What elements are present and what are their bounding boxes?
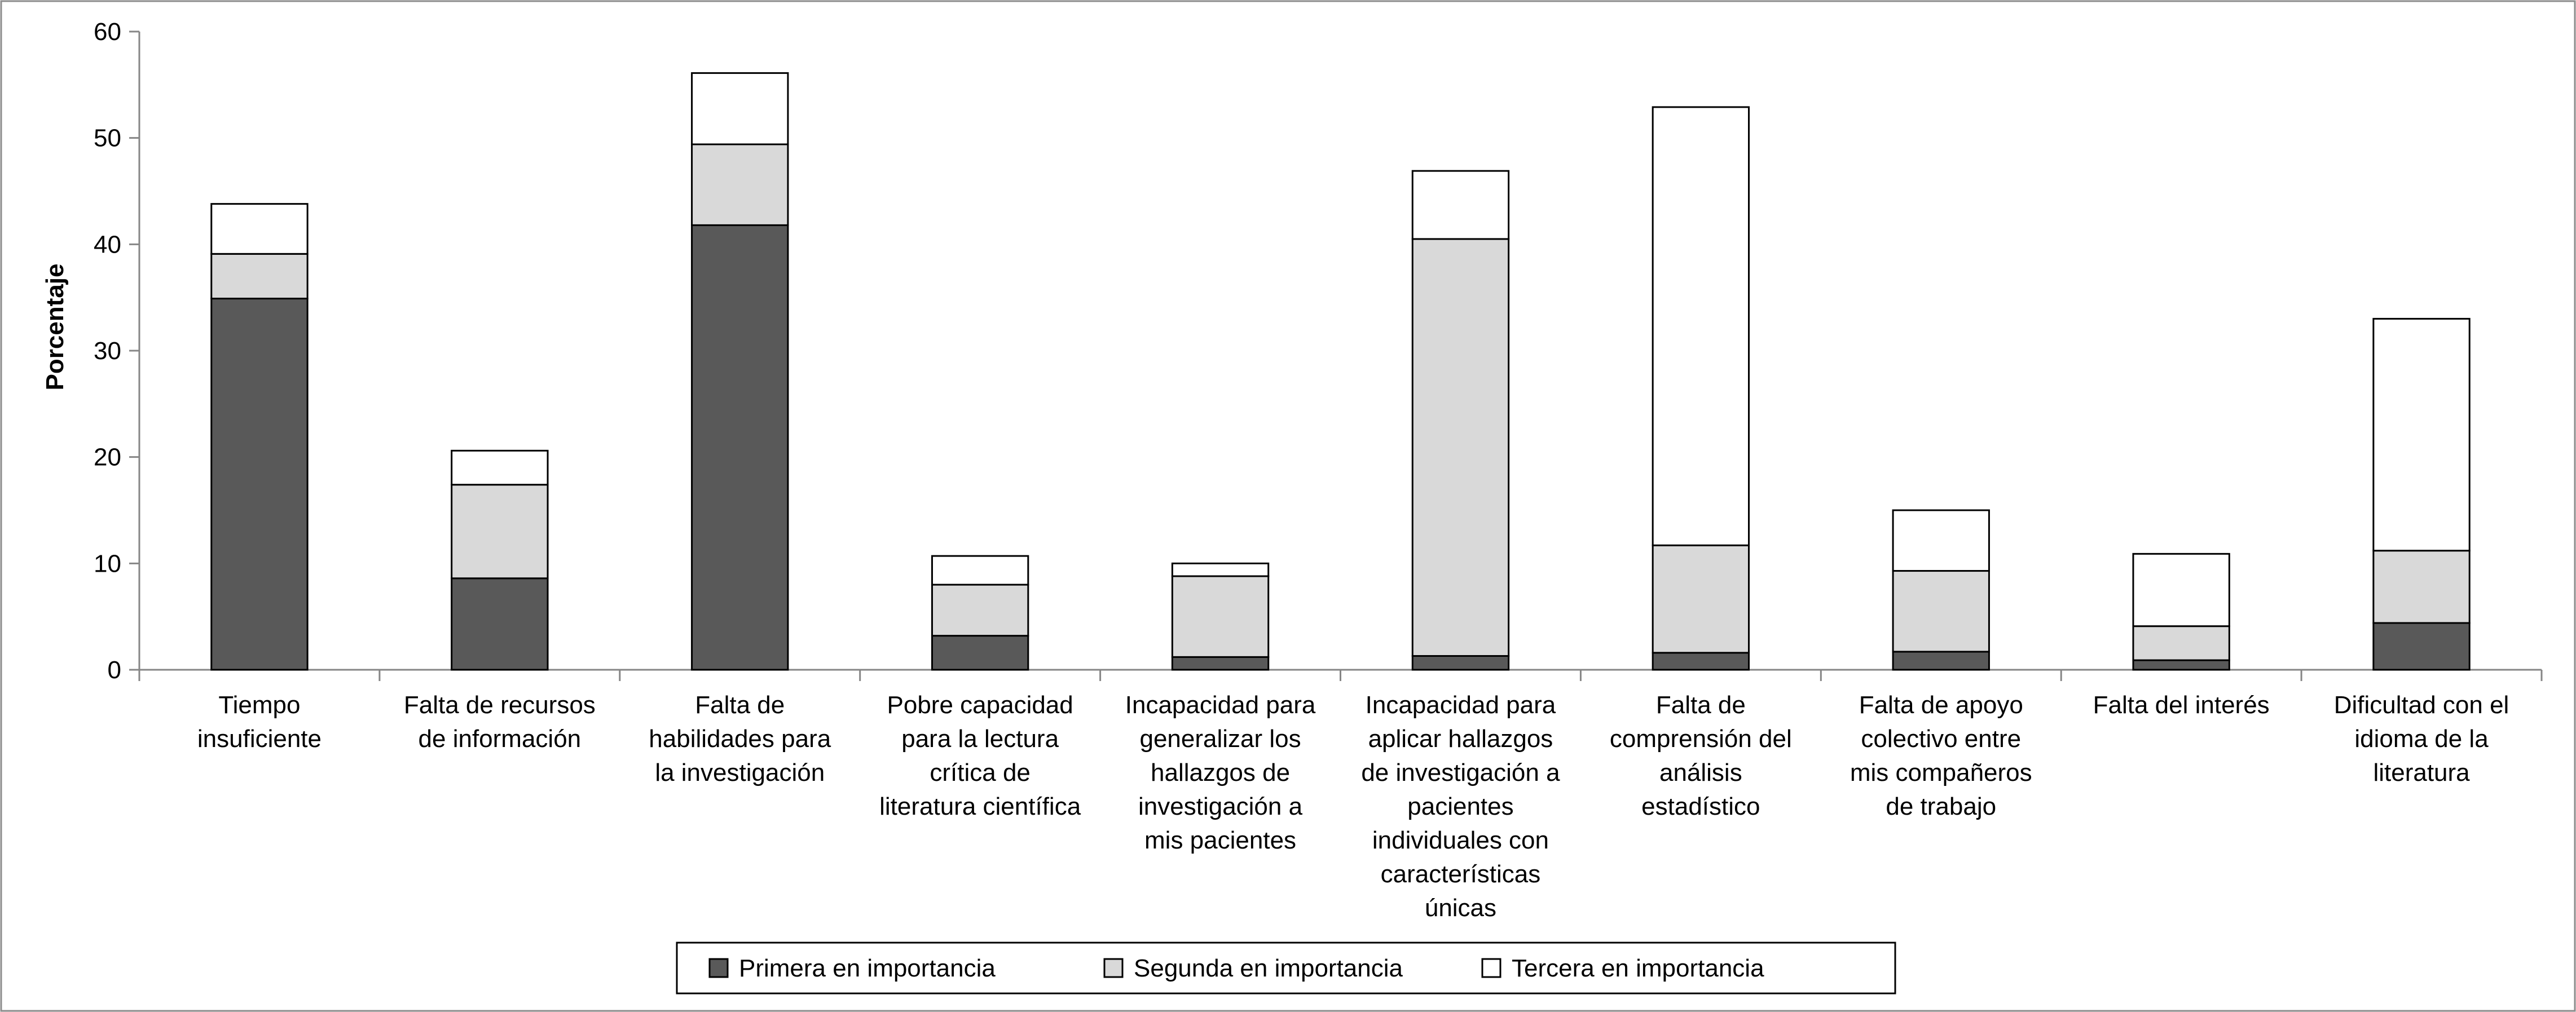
x-category-label: literatura científica <box>879 793 1081 820</box>
bar-segment-2 <box>1892 570 1990 653</box>
x-category-label: crítica de <box>930 759 1031 786</box>
y-axis-title: Porcentaje <box>41 264 69 391</box>
x-category-label: Falta de apoyo <box>1859 691 2023 719</box>
bar-segment-2 <box>1411 238 1510 657</box>
y-tick-label: 50 <box>94 125 121 152</box>
bar-segment-3 <box>2372 317 2471 552</box>
bar-segment-2 <box>2132 625 2230 661</box>
y-tick-label: 40 <box>94 231 121 258</box>
x-category-label: Falta de <box>695 691 785 719</box>
x-category-label: de trabajo <box>1886 793 1996 820</box>
x-category-label: Falta de <box>1656 691 1746 719</box>
bar-segment-2 <box>2372 550 2471 624</box>
legend-label-1: Primera en importancia <box>739 954 996 982</box>
bar-segment-1 <box>1652 652 1750 671</box>
bar-segment-3 <box>691 72 789 145</box>
bar-segment-2 <box>210 253 309 300</box>
x-category-label: idioma de la <box>2354 725 2489 753</box>
x-category-label: Dificultad con el <box>2334 691 2509 719</box>
bar-segment-3 <box>931 555 1029 586</box>
legend: Primera en importancia Segunda en importa… <box>676 942 1896 995</box>
bar-segment-1 <box>1171 656 1270 671</box>
legend-label-3: Tercera en importancia <box>1512 954 1764 982</box>
bar-segment-3 <box>210 203 309 255</box>
x-category-label: individuales con <box>1372 827 1549 854</box>
bar-segment-3 <box>1652 106 1750 546</box>
x-category-label: estadístico <box>1641 793 1760 820</box>
x-category-label: habilidades para <box>649 725 831 753</box>
bar-segment-1 <box>2372 622 2471 671</box>
x-category-label: Falta de recursos <box>404 691 596 719</box>
x-category-label: Falta del interés <box>2093 691 2270 719</box>
x-category-label: características <box>1381 860 1541 888</box>
legend-box <box>676 942 1896 995</box>
x-category-label: pacientes <box>1407 793 1513 820</box>
legend-swatch-2 <box>1103 958 1124 978</box>
x-category-label: mis pacientes <box>1144 827 1296 854</box>
bar-segment-3 <box>2132 553 2230 627</box>
bar-segment-1 <box>1411 655 1510 671</box>
bar-segment-2 <box>691 143 789 226</box>
bar-segment-1 <box>691 224 789 671</box>
legend-swatch-1 <box>708 958 729 978</box>
x-category-label: aplicar hallazgos <box>1368 725 1553 753</box>
x-category-label: la investigación <box>655 759 825 786</box>
x-category-label: comprensión del <box>1610 725 1792 753</box>
bar-segment-2 <box>451 484 549 580</box>
bar-segment-1 <box>931 635 1029 671</box>
y-tick-label: 20 <box>94 444 121 471</box>
x-category-label: de investigación a <box>1361 759 1560 786</box>
x-category-label: Incapacidad para <box>1366 691 1556 719</box>
bar-segment-2 <box>1171 575 1270 658</box>
bar-segment-1 <box>451 577 549 671</box>
y-tick-label: 30 <box>94 337 121 365</box>
bar-segment-3 <box>451 449 549 486</box>
x-category-label: generalizar los <box>1139 725 1301 753</box>
y-tick-label: 60 <box>94 18 121 46</box>
bar-segment-1 <box>2132 659 2230 671</box>
x-category-label: investigación a <box>1138 793 1303 820</box>
x-category-label: literatura <box>2373 759 2470 786</box>
bar-segment-3 <box>1171 562 1270 577</box>
x-category-label: para la lectura <box>901 725 1059 753</box>
bar-segment-3 <box>1892 509 1990 572</box>
legend-label-2: Segunda en importancia <box>1134 954 1403 982</box>
x-category-label: de información <box>419 725 582 753</box>
bar-segment-3 <box>1411 170 1510 240</box>
bar-segment-2 <box>1652 544 1750 654</box>
bar-segment-1 <box>210 298 309 671</box>
x-category-label: insuficiente <box>197 725 322 753</box>
bar-segment-2 <box>931 584 1029 637</box>
y-tick-label: 0 <box>108 656 121 684</box>
x-category-label: mis compañeros <box>1850 759 2032 786</box>
x-category-label: Incapacidad para <box>1125 691 1316 719</box>
x-category-label: hallazgos de <box>1151 759 1290 786</box>
x-category-label: Pobre capacidad <box>887 691 1073 719</box>
bar-segment-1 <box>1892 651 1990 671</box>
x-category-label: análisis <box>1659 759 1742 786</box>
x-category-label: Tiempo <box>218 691 300 719</box>
x-category-label: colectivo entre <box>1861 725 2021 753</box>
legend-swatch-3 <box>1481 958 1501 978</box>
y-tick-label: 10 <box>94 550 121 577</box>
x-category-label: únicas <box>1425 894 1496 922</box>
